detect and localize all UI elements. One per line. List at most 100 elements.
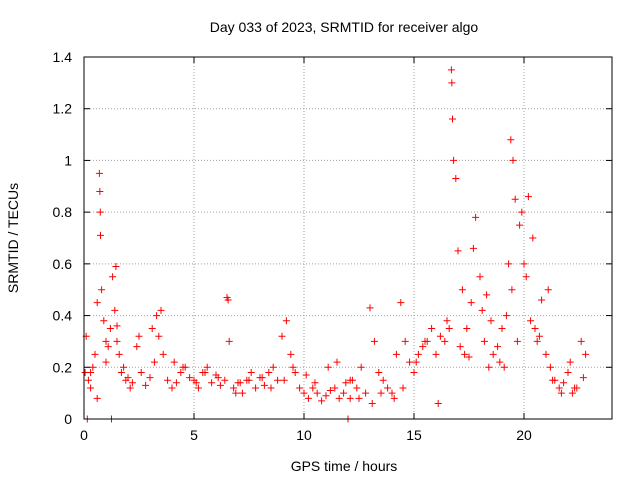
data-point	[546, 363, 554, 371]
data-point	[326, 387, 334, 395]
data-point	[560, 379, 568, 387]
data-point	[476, 273, 484, 281]
data-point	[258, 374, 266, 382]
y-tick-label: 1	[64, 152, 72, 168]
data-point	[472, 213, 480, 221]
data-point	[289, 363, 297, 371]
y-tick-label: 1.2	[53, 101, 73, 117]
data-point	[274, 376, 282, 384]
data-point	[164, 376, 172, 384]
data-point	[128, 379, 136, 387]
x-tick-label: 5	[190, 427, 198, 443]
data-point	[379, 376, 387, 384]
data-point	[529, 234, 537, 242]
x-axis-label: GPS time / hours	[291, 458, 398, 474]
data-point	[102, 358, 110, 366]
y-axis-label: SRMTID / TECUs	[5, 183, 21, 293]
data-point	[135, 332, 143, 340]
data-point	[269, 363, 277, 371]
data-point	[432, 350, 440, 358]
data-point	[449, 115, 456, 123]
data-point	[111, 306, 119, 314]
data-point	[150, 358, 158, 366]
data-point	[463, 325, 471, 332]
data-point	[508, 286, 516, 294]
data-point	[390, 394, 398, 402]
data-point	[102, 337, 110, 345]
data-point	[346, 376, 354, 384]
data-point	[280, 376, 288, 384]
data-point	[478, 306, 486, 314]
data-point	[452, 175, 460, 183]
data-point	[362, 389, 370, 397]
data-point	[265, 368, 273, 376]
y-tick-label: 0	[64, 411, 72, 427]
data-point	[397, 299, 405, 307]
data-point	[302, 371, 310, 379]
y-axis-tick-labels: 0 0.2 0.4 0.6 0.8 1 1.2 1.4	[53, 49, 73, 427]
data-point	[509, 156, 517, 164]
data-point	[498, 325, 506, 332]
x-tick-label: 20	[516, 427, 532, 443]
data-point	[112, 262, 120, 270]
data-point	[333, 358, 341, 366]
data-point	[465, 353, 473, 361]
data-point	[97, 231, 104, 239]
data-point	[309, 384, 317, 392]
data-point	[201, 368, 209, 376]
data-point	[355, 394, 363, 402]
data-point	[388, 389, 396, 397]
data-point	[368, 399, 376, 407]
data-point	[172, 379, 180, 387]
data-point	[538, 296, 546, 304]
x-axis-tick-labels: 0 5 10 15 20	[80, 427, 532, 443]
data-point	[513, 337, 521, 345]
data-point	[300, 389, 308, 397]
data-point	[296, 384, 304, 392]
data-point	[399, 384, 407, 392]
data-point	[245, 376, 253, 384]
data-point	[443, 317, 451, 325]
data-point	[507, 136, 515, 144]
data-point	[412, 358, 420, 366]
data-point	[467, 299, 475, 307]
data-point	[582, 350, 590, 358]
data-point	[564, 368, 572, 376]
data-point	[448, 79, 456, 87]
data-point	[324, 363, 332, 371]
data-point	[441, 337, 449, 345]
data-point	[533, 337, 541, 345]
data-point	[153, 312, 161, 320]
data-point	[366, 304, 374, 312]
data-point	[208, 379, 216, 387]
data-point	[225, 337, 233, 345]
data-point	[311, 379, 319, 387]
data-point	[502, 312, 510, 320]
data-point	[480, 337, 488, 345]
chart-title: Day 033 of 2023, SRMTID for receiver alg…	[210, 19, 479, 35]
data-point	[126, 384, 134, 392]
data-point	[527, 317, 535, 325]
data-point	[159, 350, 167, 358]
y-tick-label: 1.4	[53, 49, 73, 65]
data-point	[120, 363, 128, 371]
data-point	[124, 374, 132, 382]
data-point	[93, 299, 101, 307]
plot-frame	[83, 56, 613, 420]
data-point	[278, 332, 286, 340]
data-point	[287, 350, 295, 358]
data-point	[238, 389, 246, 397]
data-point	[179, 363, 187, 371]
data-point	[137, 368, 145, 376]
data-point	[544, 286, 552, 294]
data-point	[335, 394, 343, 402]
data-point	[100, 317, 108, 325]
data-point	[93, 394, 101, 402]
data-point	[170, 358, 178, 366]
data-point	[142, 381, 150, 389]
data-point	[485, 363, 493, 371]
data-point	[505, 260, 513, 268]
data-point	[313, 389, 321, 397]
data-point	[194, 384, 202, 392]
data-point	[406, 358, 414, 366]
